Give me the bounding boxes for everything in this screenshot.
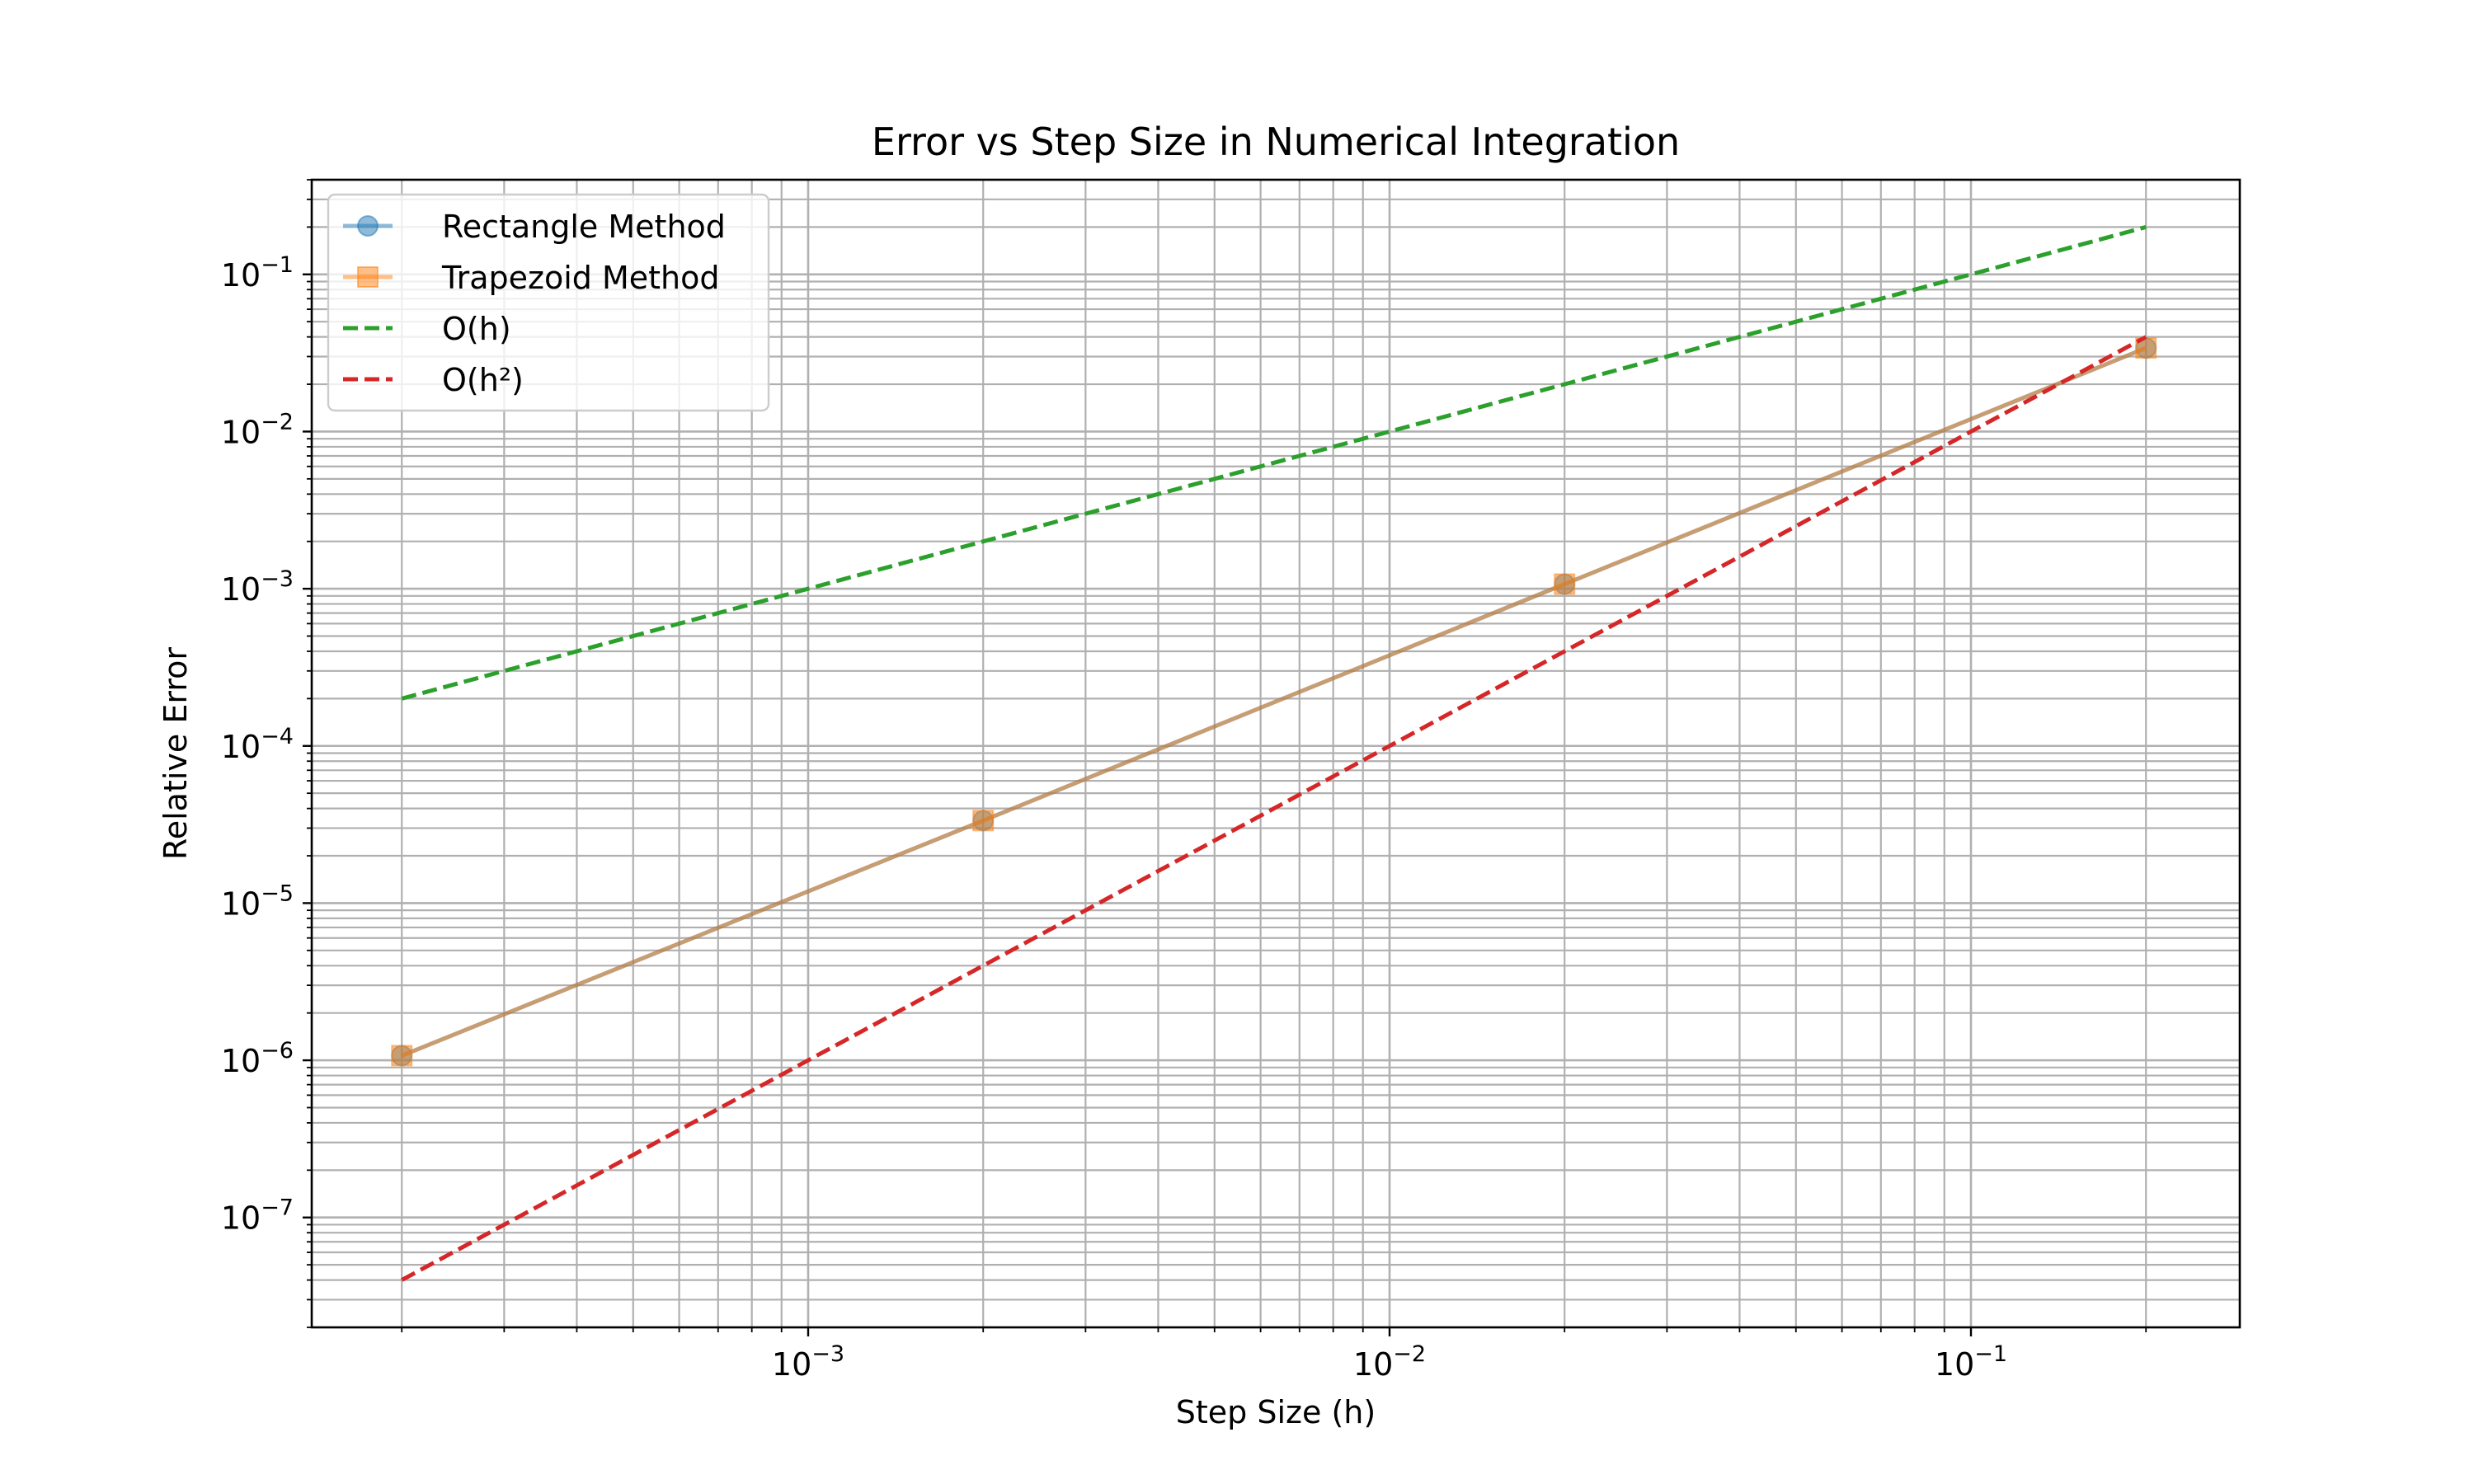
legend-label-o-h: O(h²) — [442, 362, 524, 398]
y-tick-label-exponent: −3 — [261, 566, 294, 592]
y-tick-label-base: 10 — [221, 729, 261, 765]
y-tick-label: 10−5 — [221, 881, 294, 922]
series-line-trapezoid-method — [401, 345, 2147, 1058]
legend-box — [327, 193, 770, 412]
plot-series — [391, 224, 2157, 1282]
legend-marker-rectangle-method — [357, 215, 379, 237]
series-line-o-h — [401, 224, 2147, 701]
chart-title: Error vs Step Size in Numerical Integrat… — [872, 120, 1680, 164]
data-point-trapezoid-method — [391, 1045, 413, 1067]
legend: Rectangle Method Trapezoid Method O(h) O(h²… — [327, 193, 770, 412]
legend-entry-rectangle-method: Rectangle Method — [343, 209, 726, 245]
x-tick-label: 10−1 — [1935, 1341, 2007, 1383]
data-point-trapezoid-method — [1554, 573, 1576, 595]
series-trapezoid-method — [391, 337, 2157, 1067]
x-tick-label-base: 10 — [1353, 1346, 1393, 1383]
x-axis-label: Step Size (h) — [1176, 1394, 1376, 1430]
legend-marker-trapezoid-method — [357, 266, 379, 288]
y-tick-label-base: 10 — [221, 414, 261, 450]
y-tick-label-base: 10 — [221, 1043, 261, 1079]
legend-label-trapezoid-method: Trapezoid Method — [441, 260, 720, 296]
legend-label-o-h: O(h) — [442, 311, 511, 347]
x-tick-label-exponent: −1 — [1974, 1341, 2007, 1367]
y-tick-label: 10−6 — [221, 1038, 294, 1079]
y-tick-label-exponent: −2 — [261, 409, 294, 434]
y-tick-label-base: 10 — [221, 885, 261, 922]
x-tick-label: 10−2 — [1353, 1341, 1426, 1383]
y-tick-label-exponent: −1 — [261, 252, 294, 278]
y-tick-label-base: 10 — [221, 571, 261, 608]
x-tick-label-base: 10 — [772, 1346, 811, 1383]
x-tick-label: 10−3 — [772, 1341, 844, 1383]
x-tick-label-exponent: −3 — [811, 1341, 844, 1367]
y-tick-label-exponent: −5 — [261, 881, 294, 906]
legend-entry-o-h: O(h²) — [343, 362, 524, 398]
y-tick-label: 10−7 — [221, 1195, 294, 1237]
data-point-trapezoid-method — [972, 810, 995, 832]
y-tick-label: 10−3 — [221, 566, 294, 608]
x-tick-label-base: 10 — [1935, 1346, 1974, 1383]
y-tick-label: 10−4 — [221, 724, 294, 765]
series-line-o-h — [401, 335, 2147, 1282]
legend-entry-trapezoid-method: Trapezoid Method — [343, 260, 720, 296]
y-tick-label-exponent: −7 — [261, 1195, 294, 1221]
axis-ticks: 10−3 10−2 10−110−710−610−510−410−310−210−1 — [221, 179, 2147, 1383]
y-tick-label-exponent: −6 — [261, 1038, 294, 1064]
y-tick-label: 10−1 — [221, 252, 294, 294]
grid — [312, 178, 2240, 1329]
series-o-h — [401, 335, 2147, 1282]
y-tick-label-base: 10 — [221, 1200, 261, 1237]
legend-label-rectangle-method: Rectangle Method — [442, 209, 726, 245]
y-tick-label-base: 10 — [221, 257, 261, 294]
legend-entry-o-h: O(h) — [343, 311, 511, 347]
y-tick-label: 10−2 — [221, 409, 294, 450]
series-o-h — [401, 224, 2147, 701]
x-tick-label-exponent: −2 — [1393, 1341, 1426, 1367]
y-tick-label-exponent: −4 — [261, 724, 294, 749]
y-axis-label: Relative Error — [158, 647, 194, 860]
